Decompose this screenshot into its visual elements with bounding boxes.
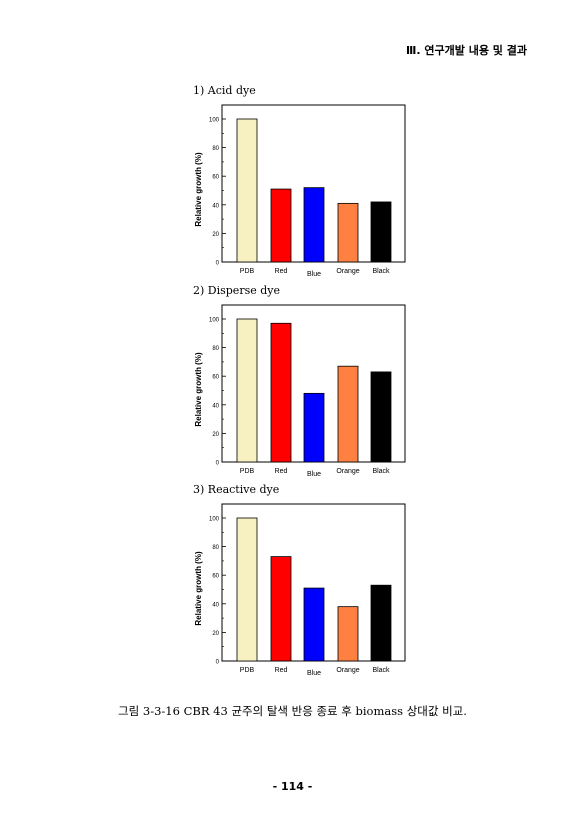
y-tick-label: 100 <box>209 318 220 324</box>
y-tick-label: 80 <box>212 346 219 352</box>
bar-red <box>270 188 292 263</box>
bar-blue <box>303 392 325 463</box>
y-tick-label: 60 <box>212 175 219 181</box>
y-tick-label: 100 <box>209 118 220 124</box>
y-tick-label: 40 <box>212 203 219 209</box>
bar-pdb <box>236 517 258 662</box>
x-tick-label: PDB <box>240 667 255 674</box>
y-tick-label: 60 <box>212 574 219 580</box>
page-number: - 114 - <box>272 780 313 793</box>
bar-red <box>270 556 292 662</box>
y-tick-label: 40 <box>212 403 219 409</box>
y-tick-label: 0 <box>216 261 220 267</box>
y-tick-label: 0 <box>216 660 220 666</box>
x-tick-label: Blue <box>307 471 321 478</box>
y-tick-label: 100 <box>209 517 220 523</box>
x-tick-label: Red <box>275 468 288 475</box>
bar-black <box>370 584 392 662</box>
y-tick-label: 80 <box>212 545 219 551</box>
x-tick-label: Black <box>372 667 390 674</box>
bar-pdb <box>236 118 258 263</box>
x-tick-label: Orange <box>336 468 359 475</box>
y-tick-label: 20 <box>212 232 219 238</box>
x-tick-label: PDB <box>240 468 255 475</box>
panel-title-acid: 1) Acid dye <box>193 84 256 97</box>
bar-red <box>270 322 292 463</box>
x-tick-label: Black <box>372 268 390 275</box>
bar-orange <box>337 606 359 662</box>
bar-pdb <box>236 318 258 463</box>
y-axis-label: Relative growth (%) <box>194 551 203 626</box>
y-tick-label: 20 <box>212 631 219 637</box>
x-tick-label: Red <box>275 667 288 674</box>
y-tick-label: 40 <box>212 602 219 608</box>
bar-blue <box>303 587 325 662</box>
y-axis-label: Relative growth (%) <box>194 352 203 427</box>
bar-black <box>370 371 392 463</box>
x-tick-label: Orange <box>336 268 359 275</box>
chart-reactive-dye: 0 20 40 60 80 100 Relative growth (%) PDB Red Blu… <box>194 503 406 677</box>
bar-blue <box>303 187 325 263</box>
figure-caption: 그림 3-3-16 CBR 43 균주의 탈색 반응 종료 후 biomass … <box>118 704 467 718</box>
y-tick-label: 80 <box>212 146 219 152</box>
x-tick-label: Blue <box>307 670 321 677</box>
bar-orange <box>337 365 359 463</box>
x-tick-label: Red <box>275 268 288 275</box>
y-tick-label: 20 <box>212 432 219 438</box>
x-tick-label: Black <box>372 468 390 475</box>
panel-title-reactive: 3) Reactive dye <box>193 483 280 496</box>
y-axis-label: Relative growth (%) <box>194 152 203 227</box>
section-header: Ⅲ. 연구개발 내용 및 결과 <box>406 44 527 57</box>
x-tick-label: Orange <box>336 667 359 674</box>
y-tick-label: 0 <box>216 461 220 467</box>
chart-acid-dye: 0 20 40 60 80 100 Relative growth (%) PDB Red Blu… <box>194 104 406 278</box>
x-tick-label: Blue <box>307 271 321 278</box>
y-tick-label: 60 <box>212 375 219 381</box>
chart-disperse-dye: 0 20 40 60 80 100 Relative growth (%) PDB Red Blu… <box>194 304 406 478</box>
panel-title-disperse: 2) Disperse dye <box>193 284 280 297</box>
bar-orange <box>337 202 359 263</box>
bar-black <box>370 201 392 263</box>
x-tick-label: PDB <box>240 268 255 275</box>
